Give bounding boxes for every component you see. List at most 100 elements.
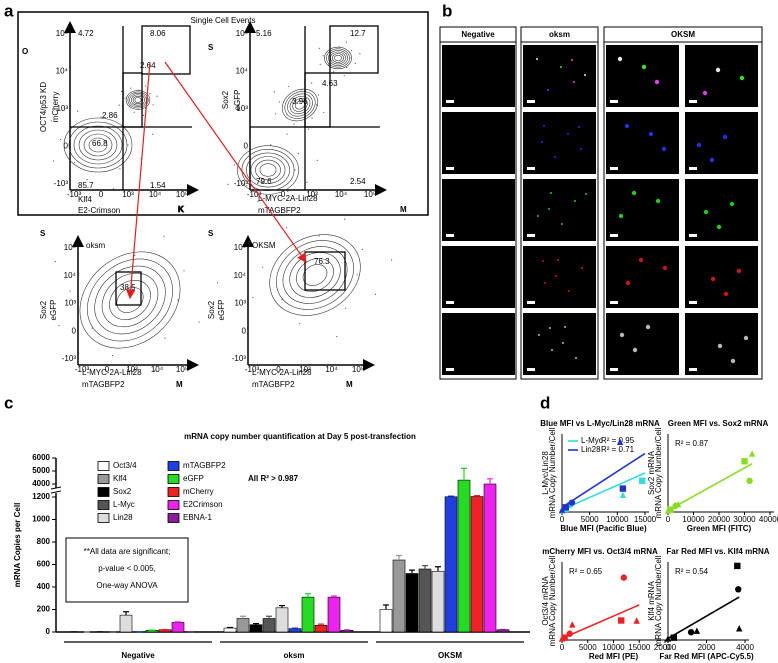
y-tick-label: 1000 [32,515,50,524]
cell [554,156,556,158]
event-dot [301,89,303,91]
cell [739,75,745,81]
contour [276,240,354,310]
event-dot [130,87,132,89]
gate [115,271,142,306]
gate-percent: 76.3 [314,257,330,266]
bar [470,496,484,633]
channel-letter: S [208,229,214,238]
fit-line [667,462,753,512]
event-dot [77,110,79,112]
event-dot [356,274,358,276]
gate [304,251,346,291]
cell [641,64,647,70]
bar [223,627,237,633]
x-tick-label: 40000 [759,515,778,524]
gate-percent: 2.64 [140,61,156,70]
cell [625,280,631,286]
contour [282,246,348,304]
x-tick-label: 0 [281,190,286,199]
bar [405,573,419,633]
point [561,634,568,641]
contour [250,156,286,184]
x-tick-label: OKSM [438,651,462,660]
y-axis-marker: eGFP [233,90,242,111]
point [620,574,627,581]
contour [296,258,334,292]
point [568,499,576,506]
axis-break-mark [50,486,62,490]
bar [314,624,328,633]
cell [549,327,551,329]
contour [88,137,108,153]
event-dot [270,144,272,146]
contour [289,95,311,115]
legend-label: Lin28 [113,513,133,522]
bar [236,618,250,633]
x-tick-label: 10³ [306,190,318,199]
micrograph [523,45,596,107]
channel-label: mCherry [526,248,557,257]
error-bar [331,595,337,598]
x-axis-label: L-MYC-2A-Lin28 [252,368,312,377]
channel-label: E2 Crimson [609,315,651,324]
column-header: oksm [549,30,570,39]
error-bar [279,604,285,608]
x-tick-label: 10⁵ [176,365,188,374]
event-dot [138,89,140,91]
event-dot [359,53,361,55]
channel-label: eGFP [609,181,630,190]
contour [83,133,113,157]
axis-break [51,488,61,493]
point [736,625,743,632]
cell [730,358,736,364]
contour [324,46,352,70]
event-dot [121,90,123,93]
error-bar [383,604,389,610]
channel-letter: M [176,380,183,389]
y-tick-label: 10⁴ [234,271,247,280]
cell [581,267,583,269]
y-axis-label: mRNA Copy Number/Cell [654,427,663,518]
event-dot [59,138,62,141]
legend-r2: R² = 0.71 [601,445,635,454]
y-tick-label: 10⁴ [56,67,69,76]
contour [332,53,344,63]
cell [715,67,721,73]
micrograph [606,179,679,241]
cell [617,56,623,62]
event-dot [354,62,356,65]
y-tick-label: 10³ [64,299,76,308]
gate-percent: 5.16 [256,29,272,38]
gate-percent: 66.8 [92,139,108,148]
cell [568,290,570,292]
event-dot [149,93,151,95]
cell [548,208,550,210]
contour [79,251,181,349]
scale-bar [610,167,618,170]
y-tick-label: 400 [37,582,51,591]
event-dot [338,46,340,48]
cell [624,123,630,129]
cell [655,198,661,204]
cell [575,357,577,359]
cell [557,259,559,261]
contour [129,93,147,107]
event-dot [134,254,136,256]
event-dot [311,117,313,119]
micrograph [606,313,679,375]
y-tick-label: -10³ [62,354,77,363]
x-axis-label: Klf4 [78,195,92,204]
gate-percent: 38.5 [120,283,136,292]
x-tick-label: 10000 [606,515,629,524]
y-tick-label: 6000 [32,453,50,462]
channel-label: mCherry [609,248,640,257]
point [618,617,625,624]
micrograph [442,179,515,241]
event-dot [118,104,120,106]
y-tick-label: 0 [46,627,51,636]
scale-bar [446,167,454,170]
legend-label: Klf4 [113,474,127,483]
contour [132,95,144,105]
